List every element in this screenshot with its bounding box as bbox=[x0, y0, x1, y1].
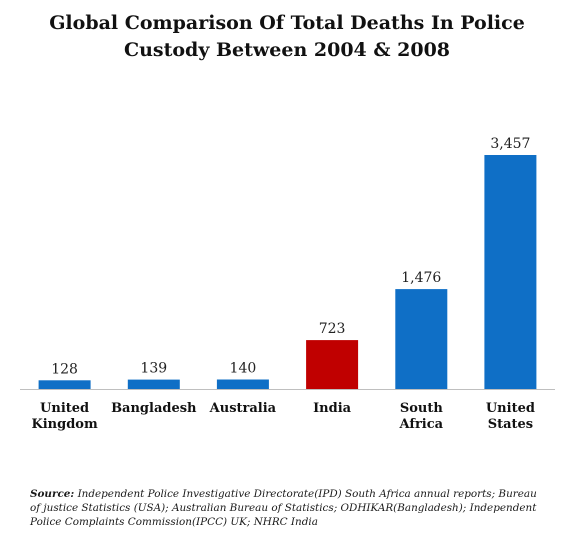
chart-title-line-2: Custody Between 2004 & 2008 bbox=[123, 39, 451, 61]
bar-chart: 128UnitedKingdom139Bangladesh140Australi… bbox=[20, 136, 555, 432]
data-label: 3,457 bbox=[490, 136, 530, 152]
chart-title-line-1: Global Comparison Of Total Deaths In Pol… bbox=[49, 12, 525, 34]
chart-title: Global Comparison Of Total Deaths In Pol… bbox=[0, 10, 574, 64]
bar bbox=[127, 379, 180, 389]
bar bbox=[216, 379, 269, 389]
category-label: Africa bbox=[399, 417, 444, 432]
bar bbox=[38, 380, 91, 389]
category-label: India bbox=[313, 401, 352, 416]
category-label: Bangladesh bbox=[111, 401, 197, 416]
bar bbox=[395, 289, 448, 389]
data-label: 128 bbox=[51, 361, 78, 377]
source-label: Source: bbox=[30, 488, 75, 500]
category-label: South bbox=[400, 401, 444, 416]
category-label: United bbox=[486, 401, 535, 416]
source-note: Source: Independent Police Investigative… bbox=[30, 487, 550, 529]
data-label: 140 bbox=[230, 361, 257, 377]
data-label: 139 bbox=[140, 361, 167, 377]
category-label: Kingdom bbox=[31, 417, 98, 432]
source-text: Independent Police Investigative Directo… bbox=[30, 488, 537, 528]
bar bbox=[484, 155, 537, 389]
bar bbox=[306, 340, 359, 389]
category-label: Australia bbox=[209, 401, 277, 416]
category-label: United bbox=[40, 401, 89, 416]
data-label: 723 bbox=[319, 321, 346, 337]
category-label: States bbox=[488, 417, 533, 432]
data-label: 1,476 bbox=[401, 270, 441, 286]
